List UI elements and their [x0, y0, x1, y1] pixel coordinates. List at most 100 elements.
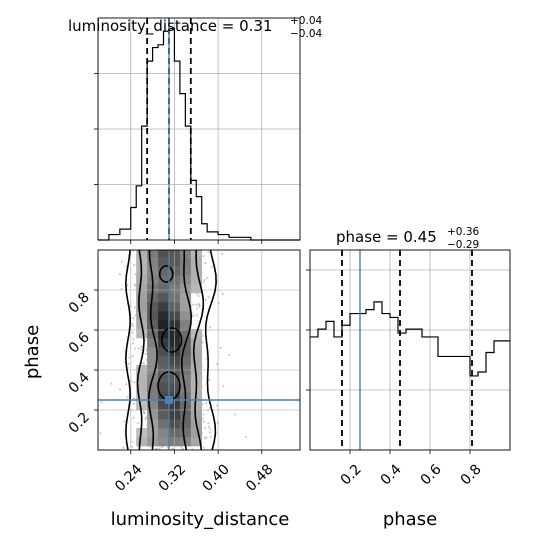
joint-density-cell	[158, 374, 170, 384]
joint-sample-point	[133, 283, 136, 286]
joint-density-cell	[136, 437, 148, 447]
joint-density-cell	[147, 356, 159, 366]
joint-density-cell	[147, 257, 159, 267]
joint-density-cell	[179, 275, 192, 285]
joint-density-cell	[136, 293, 148, 303]
contour-outer-right	[204, 250, 217, 450]
joint-sample-point	[131, 331, 134, 334]
joint-sample-point	[244, 435, 247, 439]
joint-sample-point	[202, 420, 205, 423]
joint-sample-point	[202, 281, 205, 284]
joint-x-tick-label-3: 0.48	[243, 461, 276, 494]
luminosity-distance-title-name: luminosity_distance	[68, 17, 217, 36]
joint-sample-point	[197, 302, 200, 306]
phase-title-name: phase	[336, 228, 381, 246]
joint-sample-point	[131, 322, 134, 325]
joint-sample-point	[204, 261, 207, 265]
joint-density-cell	[158, 356, 170, 366]
luminosity-distance-title-value: 0.31	[239, 17, 272, 35]
joint-sample-point	[221, 252, 224, 255]
joint-sample-point	[209, 435, 212, 438]
joint-sample-point	[143, 411, 146, 415]
joint-sample-point	[166, 446, 169, 449]
joint-sample-point	[202, 254, 205, 258]
joint-sample-point	[118, 273, 122, 276]
joint-sample-point	[144, 338, 147, 342]
joint-sample-point	[133, 306, 137, 309]
joint-sample-point	[154, 447, 157, 450]
phase-title-value: 0.45	[403, 228, 436, 246]
joint-sample-point	[122, 446, 125, 449]
joint-sample-point	[118, 388, 122, 391]
joint-density-cell	[136, 311, 148, 321]
joint-sample-point	[142, 362, 146, 365]
joint-sample-point	[171, 447, 174, 450]
joint-density-cell	[179, 356, 192, 366]
joint-density-cell	[179, 266, 192, 276]
phase-x-tick-label-2: 0.6	[418, 461, 445, 488]
joint-density-cell	[147, 320, 159, 330]
joint-density-cell	[190, 347, 203, 357]
joint-density-cell	[158, 250, 170, 258]
joint-density-cell	[136, 401, 148, 411]
joint-sample-point	[201, 341, 204, 344]
joint-sample-point	[132, 338, 135, 341]
joint-x-ticks: 0.24 0.32 0.40 0.48	[112, 450, 277, 495]
joint-density-cell	[136, 284, 148, 294]
joint-density-cell	[190, 275, 203, 285]
joint-sample-point	[206, 276, 209, 280]
joint-density-cell	[158, 284, 170, 294]
joint-sample-point	[228, 354, 231, 357]
joint-sample-point	[130, 445, 134, 448]
joint-density-cell	[158, 437, 170, 447]
joint-sample-point	[192, 303, 195, 306]
luminosity-distance-title: luminosity_distance = 0.31	[68, 17, 272, 36]
joint-y-tick-label-1: 0.4	[66, 369, 93, 396]
joint-sample-point	[136, 422, 140, 425]
joint-sample-point	[207, 421, 210, 425]
joint-sample-point	[126, 395, 129, 399]
joint-sample-point	[140, 348, 143, 351]
phase-title-eq: =	[381, 228, 403, 246]
joint-density-cell	[179, 302, 192, 312]
joint-density-cell	[158, 320, 170, 330]
joint-density-cell	[158, 311, 170, 321]
contour-inner-right	[180, 250, 193, 450]
joint-sample-point	[142, 410, 145, 413]
joint-density-cell	[136, 383, 148, 393]
joint-density-cell	[158, 275, 170, 285]
joint-sample-point	[180, 446, 183, 449]
joint-truth-marker	[164, 396, 173, 404]
phase-histogram-grid	[306, 250, 510, 450]
joint-sample-point	[133, 397, 136, 400]
phase-title-plus: +0.36	[447, 226, 479, 238]
joint-density-cell	[136, 257, 148, 267]
joint-sample-point	[131, 355, 134, 358]
joint-sample-point	[127, 362, 130, 365]
joint-sample-point	[207, 425, 211, 428]
joint-density-cell	[179, 329, 192, 339]
joint-sample-point	[201, 403, 204, 406]
joint-sample-point	[99, 432, 102, 435]
phase-histogram-panel: phase = 0.45 +0.36 −0.29 0.2 0.4 0.6 0.8 ph…	[306, 226, 511, 530]
joint-density-cell	[158, 428, 170, 438]
joint-density-cell	[158, 419, 170, 429]
joint-sample-point	[198, 304, 201, 307]
joint-density-cell	[158, 392, 170, 402]
contour-outer-left	[124, 250, 131, 450]
joint-sample-point	[195, 314, 198, 317]
joint-density-cell	[147, 410, 159, 420]
joint-density-cell	[190, 338, 203, 348]
joint-sample-point	[215, 404, 219, 407]
joint-density-cell	[147, 266, 159, 276]
joint-x-tick-label-2: 0.40	[200, 461, 233, 494]
joint-sample-point	[203, 437, 206, 440]
joint-sample-point	[140, 345, 143, 348]
joint-y-tick-label-3: 0.8	[66, 290, 93, 317]
joint-sample-point	[137, 347, 140, 350]
joint-sample-point	[207, 251, 210, 254]
joint-sample-point	[208, 431, 212, 434]
joint-sample-point	[144, 352, 148, 355]
joint-y-tick-label-2: 0.6	[66, 329, 93, 356]
luminosity-distance-histogram-grid	[94, 18, 300, 244]
